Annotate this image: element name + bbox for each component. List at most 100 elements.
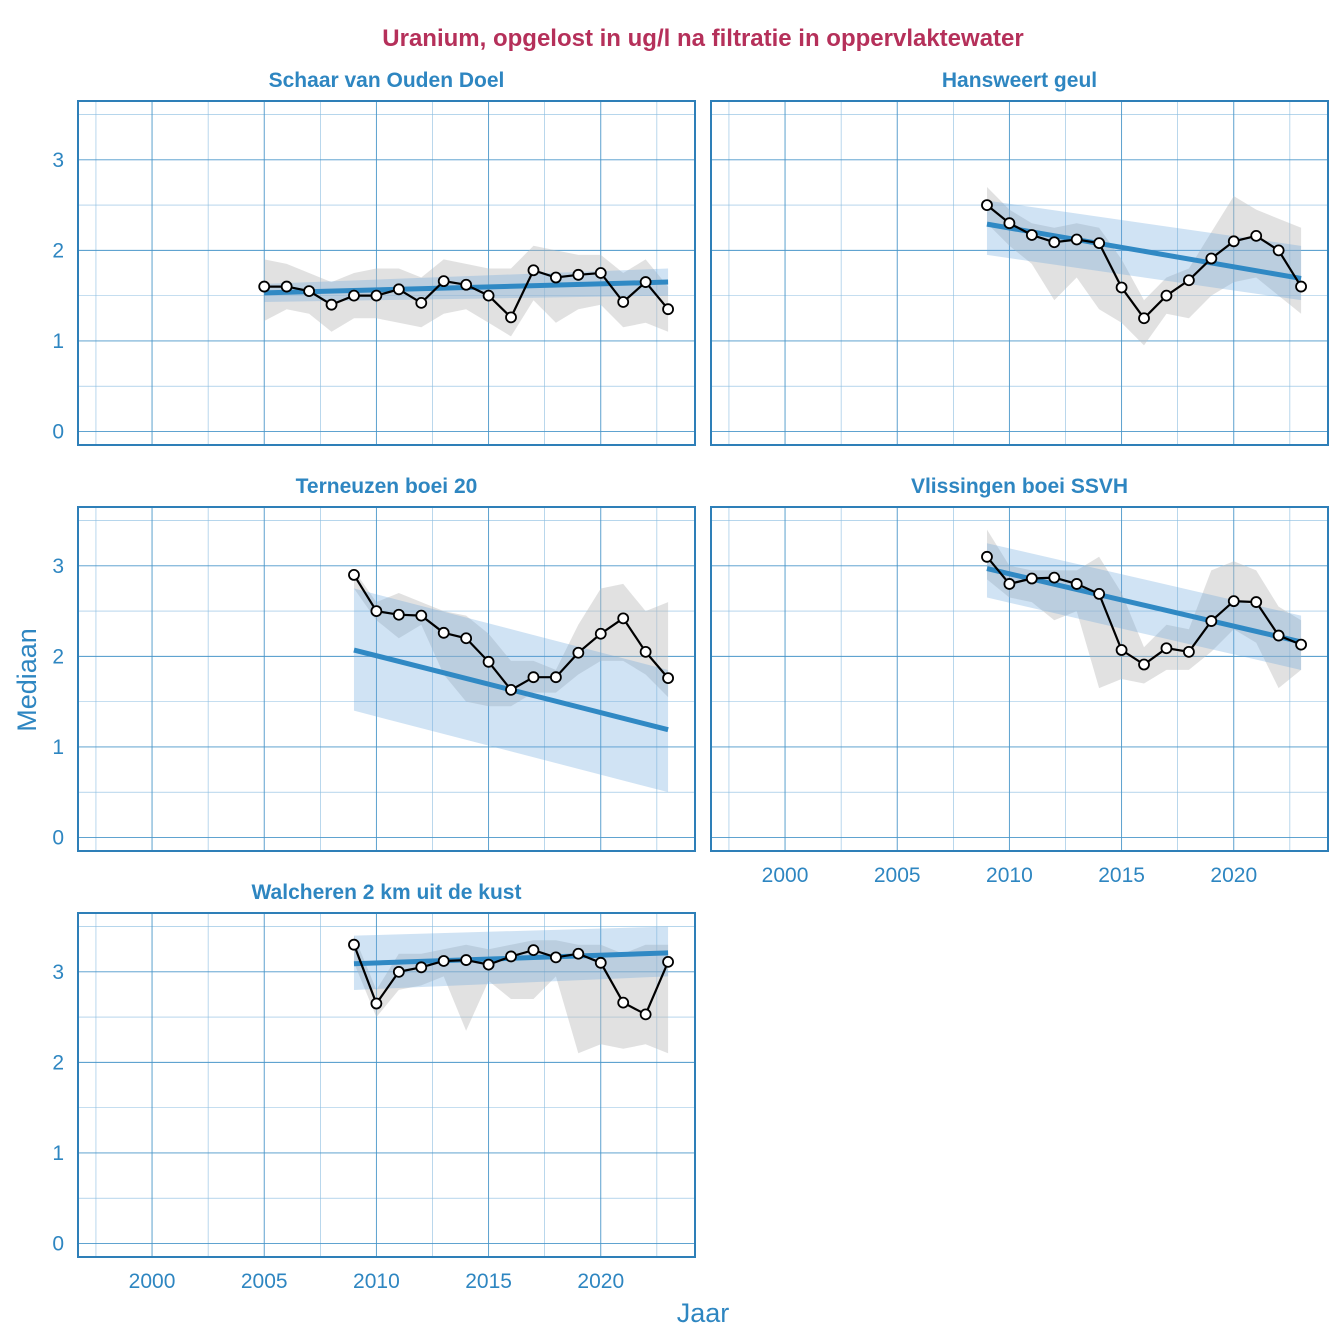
data-point — [1250, 229, 1263, 242]
data-point — [639, 276, 652, 288]
panel-5: Walcheren 2 km uit de kust 0 1 2 3 2000 2005 20… — [52, 881, 696, 1293]
data-point — [348, 568, 360, 581]
y-tick-label: 2 — [52, 645, 64, 668]
data-point — [549, 671, 562, 684]
data-point — [370, 605, 383, 618]
data-point — [1182, 274, 1195, 287]
y-tick-label: 3 — [52, 555, 64, 578]
data-point — [460, 632, 473, 645]
data-point — [437, 626, 450, 639]
data-point — [392, 965, 405, 978]
data-point — [1227, 595, 1240, 608]
panel-title: Walcheren 2 km uit de kust — [252, 881, 522, 904]
data-point — [1138, 658, 1150, 671]
data-point — [437, 955, 450, 967]
data-point — [1048, 236, 1061, 249]
x-tick-label: 2010 — [353, 1270, 400, 1293]
data-point — [527, 264, 540, 277]
panel-title: Vlissingen boei SSVH — [911, 475, 1128, 498]
median-range-band — [987, 529, 1302, 689]
x-tick-label: 2015 — [465, 1270, 512, 1293]
y-tick-label: 3 — [52, 961, 64, 984]
data-point — [572, 268, 585, 281]
panel-frame — [77, 912, 696, 1258]
panel-title: Schaar van Ouden Doel — [269, 69, 505, 92]
data-point — [527, 671, 540, 684]
y-tick-label: 1 — [52, 736, 64, 759]
y-tick-label: 0 — [52, 420, 64, 443]
data-point — [1003, 578, 1016, 590]
data-point — [617, 612, 630, 625]
x-tick-label: 2020 — [1210, 864, 1257, 887]
y-axis-label: Mediaan — [12, 628, 42, 732]
trend-line — [986, 221, 1302, 281]
data-point — [1160, 642, 1173, 655]
data-point — [1070, 233, 1083, 246]
panels: Schaar van Ouden Doel 0 1 2 3 Hansweert geul T… — [52, 69, 1329, 1293]
data-point — [617, 296, 630, 308]
data-point — [482, 655, 495, 668]
data-point — [1115, 644, 1128, 656]
data-point — [572, 646, 585, 659]
median-range-band — [354, 570, 669, 707]
data-point — [594, 956, 607, 969]
data-point — [594, 627, 607, 640]
x-tick-label: 2005 — [241, 1270, 288, 1293]
data-point — [662, 672, 674, 684]
y-tick-label: 3 — [52, 149, 64, 172]
x-tick-label: 2005 — [874, 864, 921, 887]
data-point — [1205, 615, 1218, 627]
data-point — [415, 961, 428, 974]
y-tick-label: 2 — [52, 239, 64, 262]
data-point — [482, 958, 495, 971]
data-point — [370, 289, 383, 302]
data-point — [1205, 252, 1218, 265]
panel-title: Hansweert geul — [942, 69, 1097, 92]
data-point — [549, 951, 562, 964]
data-point — [460, 954, 473, 966]
panel-4: Vlissingen boei SSVH 2000 2005 2010 2015 2020 — [710, 475, 1329, 887]
data-point — [392, 283, 405, 296]
median-range-band — [987, 187, 1302, 346]
data-point — [1138, 312, 1150, 325]
y-tick-label: 1 — [52, 330, 64, 353]
data-point — [348, 289, 360, 302]
panel-frame — [710, 506, 1329, 852]
data-point — [1272, 244, 1285, 257]
x-tick-label: 2000 — [762, 864, 809, 887]
panel-frame — [710, 100, 1329, 446]
data-point — [1115, 281, 1128, 294]
x-tick-label: 2010 — [986, 864, 1033, 887]
panel-1: Schaar van Ouden Doel 0 1 2 3 — [52, 69, 696, 446]
data-point — [505, 683, 517, 696]
data-point — [981, 199, 993, 212]
y-tick-label: 0 — [52, 826, 64, 849]
data-point — [1295, 638, 1307, 651]
data-point — [348, 938, 360, 951]
y-tick-label: 1 — [52, 1142, 64, 1165]
data-point — [1025, 572, 1038, 585]
panel-frame — [77, 506, 696, 852]
panel-frame — [77, 100, 696, 446]
data-point — [392, 608, 405, 621]
panel-3: Terneuzen boei 20 0 1 2 3 — [52, 475, 696, 852]
data-point — [617, 996, 630, 1009]
data-point — [415, 296, 428, 309]
data-point — [594, 267, 607, 279]
data-point — [662, 955, 674, 968]
data-point — [1295, 280, 1307, 293]
data-point — [572, 947, 585, 960]
data-point — [1093, 237, 1106, 250]
data-point — [325, 298, 338, 311]
data-point — [1272, 629, 1285, 642]
data-point — [981, 550, 993, 563]
data-point — [280, 280, 293, 293]
data-point — [662, 303, 674, 316]
data-point — [437, 275, 450, 288]
data-point — [258, 280, 271, 293]
data-point — [505, 311, 517, 324]
data-point — [639, 645, 652, 658]
data-point — [1160, 289, 1173, 302]
data-point — [1093, 588, 1106, 600]
data-point — [549, 271, 562, 284]
